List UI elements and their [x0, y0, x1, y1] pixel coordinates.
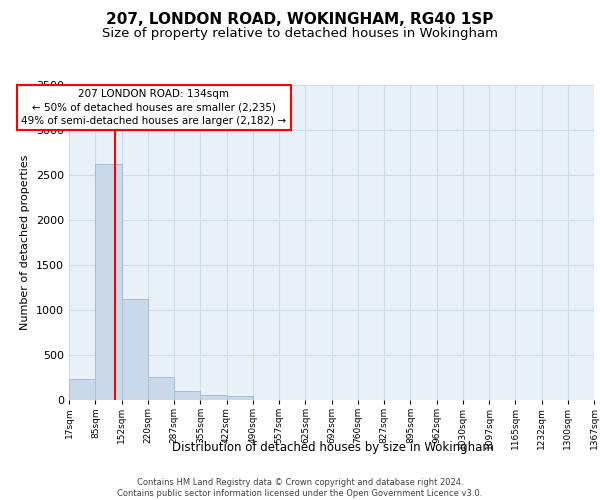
Text: Size of property relative to detached houses in Wokingham: Size of property relative to detached ho… — [102, 28, 498, 40]
Text: 207, LONDON ROAD, WOKINGHAM, RG40 1SP: 207, LONDON ROAD, WOKINGHAM, RG40 1SP — [106, 12, 494, 28]
Bar — [174, 392, 200, 400]
Y-axis label: Number of detached properties: Number of detached properties — [20, 155, 31, 330]
Bar — [227, 396, 253, 400]
Text: Distribution of detached houses by size in Wokingham: Distribution of detached houses by size … — [172, 441, 494, 454]
Bar — [69, 380, 95, 400]
Text: Contains HM Land Registry data © Crown copyright and database right 2024.
Contai: Contains HM Land Registry data © Crown c… — [118, 478, 482, 498]
Bar — [148, 376, 174, 400]
Bar — [121, 299, 148, 400]
Bar — [200, 395, 227, 400]
Text: 207 LONDON ROAD: 134sqm
← 50% of detached houses are smaller (2,235)
49% of semi: 207 LONDON ROAD: 134sqm ← 50% of detache… — [21, 90, 286, 126]
Bar — [95, 164, 121, 400]
